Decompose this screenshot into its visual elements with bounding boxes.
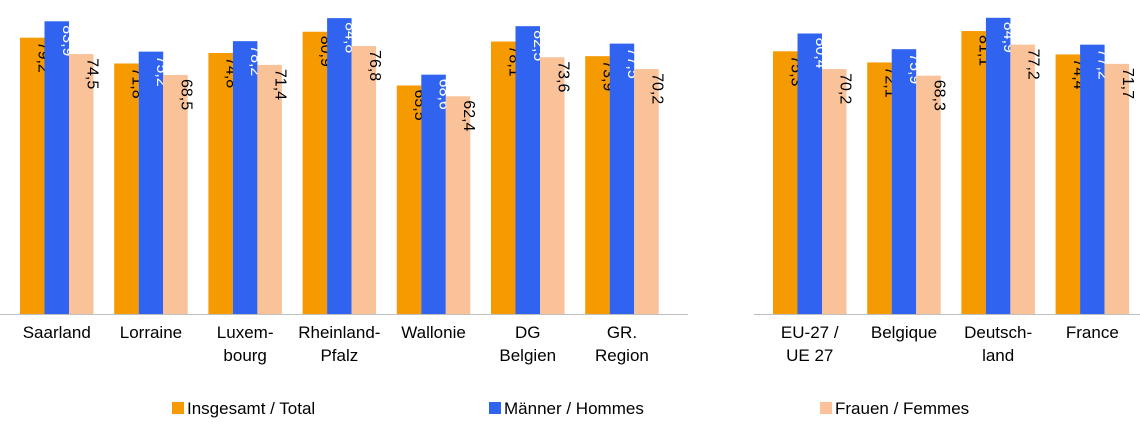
legend-swatch (489, 402, 501, 414)
category-label: GR. Region (595, 323, 649, 365)
bar (985, 17, 1011, 314)
bar (773, 51, 798, 314)
category-label: Wallonie (401, 323, 466, 342)
bar (257, 64, 282, 314)
legend-swatch (820, 402, 832, 414)
category-label: DG Belgien (499, 323, 556, 365)
category-label: Rheinland-Pfalz (298, 323, 380, 365)
bar (114, 63, 139, 315)
data-label: 70,2 (648, 73, 665, 104)
bar (867, 62, 892, 314)
bar (515, 26, 540, 315)
data-label: 68,5 (177, 79, 194, 110)
bar (20, 37, 45, 315)
bar (44, 21, 69, 314)
data-label: 76,8 (366, 50, 383, 81)
data-label: 74,5 (83, 58, 100, 89)
legend-swatch (172, 402, 184, 414)
bar (797, 33, 822, 314)
legend: Insgesamt / Total Männer / Hommes Frauen /… (172, 399, 969, 418)
bar (138, 51, 164, 314)
category-label: Lorraine (120, 323, 182, 342)
bar (327, 18, 352, 315)
legend-label: Männer / Hommes (504, 399, 644, 418)
bar (302, 31, 328, 314)
category-labels: Saarland Lorraine Luxem-bourg Rheinland-Pfa… (23, 323, 1119, 365)
bar (1104, 63, 1130, 315)
bar (1010, 44, 1035, 314)
data-label: 82,5 (530, 30, 547, 61)
data-label: 71,4 (272, 69, 289, 100)
bar (163, 75, 188, 314)
data-label: 70,2 (836, 73, 853, 104)
bar (232, 41, 258, 315)
category-label: Saarland (23, 323, 91, 342)
bar (540, 57, 565, 315)
bar (822, 69, 847, 314)
data-label: 62,4 (460, 100, 477, 131)
legend-label: Frauen / Femmes (835, 399, 969, 418)
data-label: 84,8 (341, 22, 358, 53)
bar (916, 75, 941, 314)
legend-label: Insgesamt / Total (187, 399, 315, 418)
bar (961, 31, 986, 314)
bars-layer: 79,283,974,5 71,8 75,268,574,8 78,271,480,9… (20, 17, 1136, 315)
data-label: 71,7 (1119, 68, 1136, 99)
category-label: Deutsch-land (964, 323, 1032, 365)
bar (396, 85, 422, 314)
bar (634, 69, 659, 314)
category-label: France (1066, 323, 1119, 342)
category-label: EU-27 /UE 27 (781, 323, 839, 365)
bar (609, 43, 635, 314)
bar (1055, 54, 1081, 314)
bar (891, 49, 917, 315)
bar (445, 96, 471, 314)
bar (351, 46, 377, 314)
category-label: Luxem-bourg (217, 323, 274, 365)
data-label: 80,4 (812, 37, 829, 68)
bar (69, 54, 94, 314)
bar (1080, 44, 1105, 314)
bar (421, 74, 446, 314)
bar (208, 53, 233, 314)
data-label: 83,9 (59, 25, 76, 56)
bar (585, 56, 610, 314)
bar (491, 41, 516, 315)
data-label: 73,6 (554, 61, 571, 92)
data-label: 68,3 (930, 80, 947, 111)
data-label: 77,2 (1025, 49, 1042, 80)
category-label: Belgique (871, 323, 937, 342)
